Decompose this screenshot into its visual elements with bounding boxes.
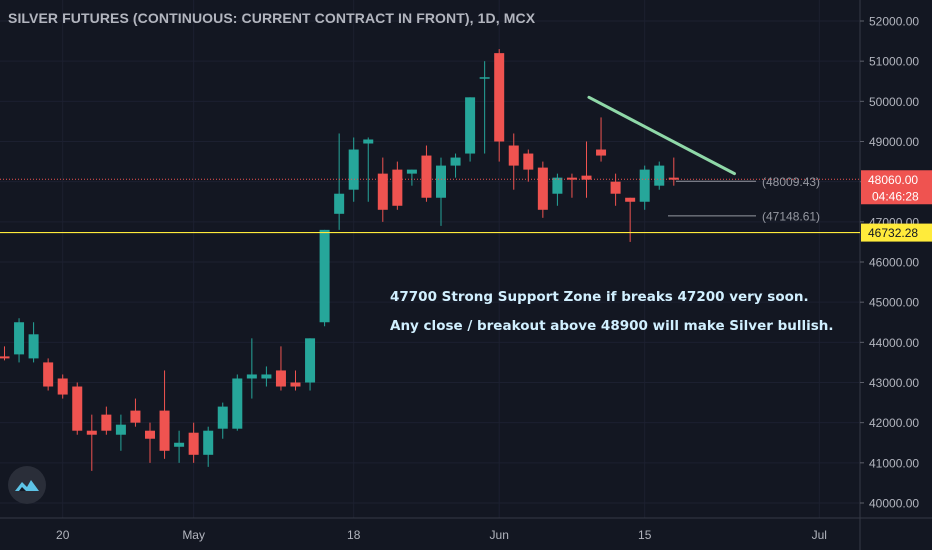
support-price-label: 46732.28 <box>868 226 918 240</box>
level-label-upper: (48009.43) <box>762 175 820 189</box>
candle-body <box>348 149 359 190</box>
candle-body <box>334 193 345 214</box>
y-tick-label: 46000.00 <box>869 256 919 270</box>
candle-body <box>508 145 519 166</box>
candle-body <box>450 157 461 166</box>
annotation-support: 47700 Strong Support Zone if breaks 4720… <box>390 289 809 305</box>
candle-body <box>494 53 505 142</box>
candle-body <box>479 77 490 79</box>
candle-body <box>174 442 185 447</box>
candle-body <box>537 167 548 210</box>
candle-body <box>14 322 25 355</box>
candle-body <box>145 430 155 439</box>
x-tick-label: May <box>182 528 205 542</box>
candle-body <box>392 169 403 206</box>
candle-body <box>203 430 214 455</box>
candle-body <box>581 175 592 180</box>
last-price-label: 48060.00 <box>868 173 918 187</box>
tradingview-logo-icon[interactable] <box>8 466 46 504</box>
chart-title: SILVER FUTURES (CONTINUOUS: CURRENT CONT… <box>8 10 536 26</box>
candle-body <box>523 153 534 170</box>
y-tick-label: 51000.00 <box>869 55 919 69</box>
level-label-lower: (47148.61) <box>762 209 820 223</box>
candle-body <box>101 414 112 431</box>
candle-body <box>275 370 286 387</box>
y-tick-label: 44000.00 <box>869 336 919 350</box>
x-tick-label: 18 <box>347 528 361 542</box>
candle-body <box>261 374 272 379</box>
y-tick-label: 43000.00 <box>869 376 919 390</box>
candle-body <box>566 177 577 180</box>
candle-body <box>406 169 417 174</box>
candle-body <box>654 165 665 186</box>
x-tick-label: 15 <box>638 528 652 542</box>
y-tick-label: 49000.00 <box>869 135 919 149</box>
x-tick-label: Jul <box>812 528 827 542</box>
candle-body <box>596 149 607 156</box>
candle-body <box>552 177 563 194</box>
candle-body <box>639 169 650 202</box>
candle-body <box>319 229 330 323</box>
candle-body <box>57 378 68 395</box>
y-tick-label: 42000.00 <box>869 416 919 430</box>
candle-body <box>159 410 170 451</box>
y-tick-label: 50000.00 <box>869 95 919 109</box>
candle-body <box>290 382 301 387</box>
trendline <box>587 95 736 176</box>
candle-body <box>232 378 243 429</box>
candle-body <box>217 406 228 429</box>
candle-body <box>86 430 97 435</box>
y-tick-label: 45000.00 <box>869 296 919 310</box>
candle-body <box>625 197 636 202</box>
support-price-tag <box>861 223 932 242</box>
candle-body <box>43 362 54 387</box>
candle-body <box>436 165 446 198</box>
candle-body <box>115 424 126 435</box>
annotation-breakout: Any close / breakout above 48900 will ma… <box>390 318 834 334</box>
candle-body <box>363 139 374 144</box>
candle-body <box>188 432 199 455</box>
candle-body <box>28 334 39 359</box>
countdown-label: 04:46:28 <box>872 189 919 203</box>
candle-body <box>421 155 432 198</box>
candle-body <box>377 173 388 210</box>
candle-body <box>610 181 621 194</box>
y-tick-label: 41000.00 <box>869 456 919 470</box>
y-tick-label: 40000.00 <box>869 497 919 511</box>
last-price-tag <box>861 170 932 205</box>
x-tick-label: Jun <box>490 528 509 542</box>
candle-body <box>668 177 679 180</box>
candle-body <box>465 97 476 154</box>
candle-body <box>246 374 257 379</box>
candle-body <box>0 356 10 359</box>
y-tick-label: 52000.00 <box>869 15 919 29</box>
candle-body <box>305 338 316 383</box>
candle-body <box>72 386 83 431</box>
x-tick-label: 20 <box>56 528 70 542</box>
candle-body <box>130 410 141 423</box>
